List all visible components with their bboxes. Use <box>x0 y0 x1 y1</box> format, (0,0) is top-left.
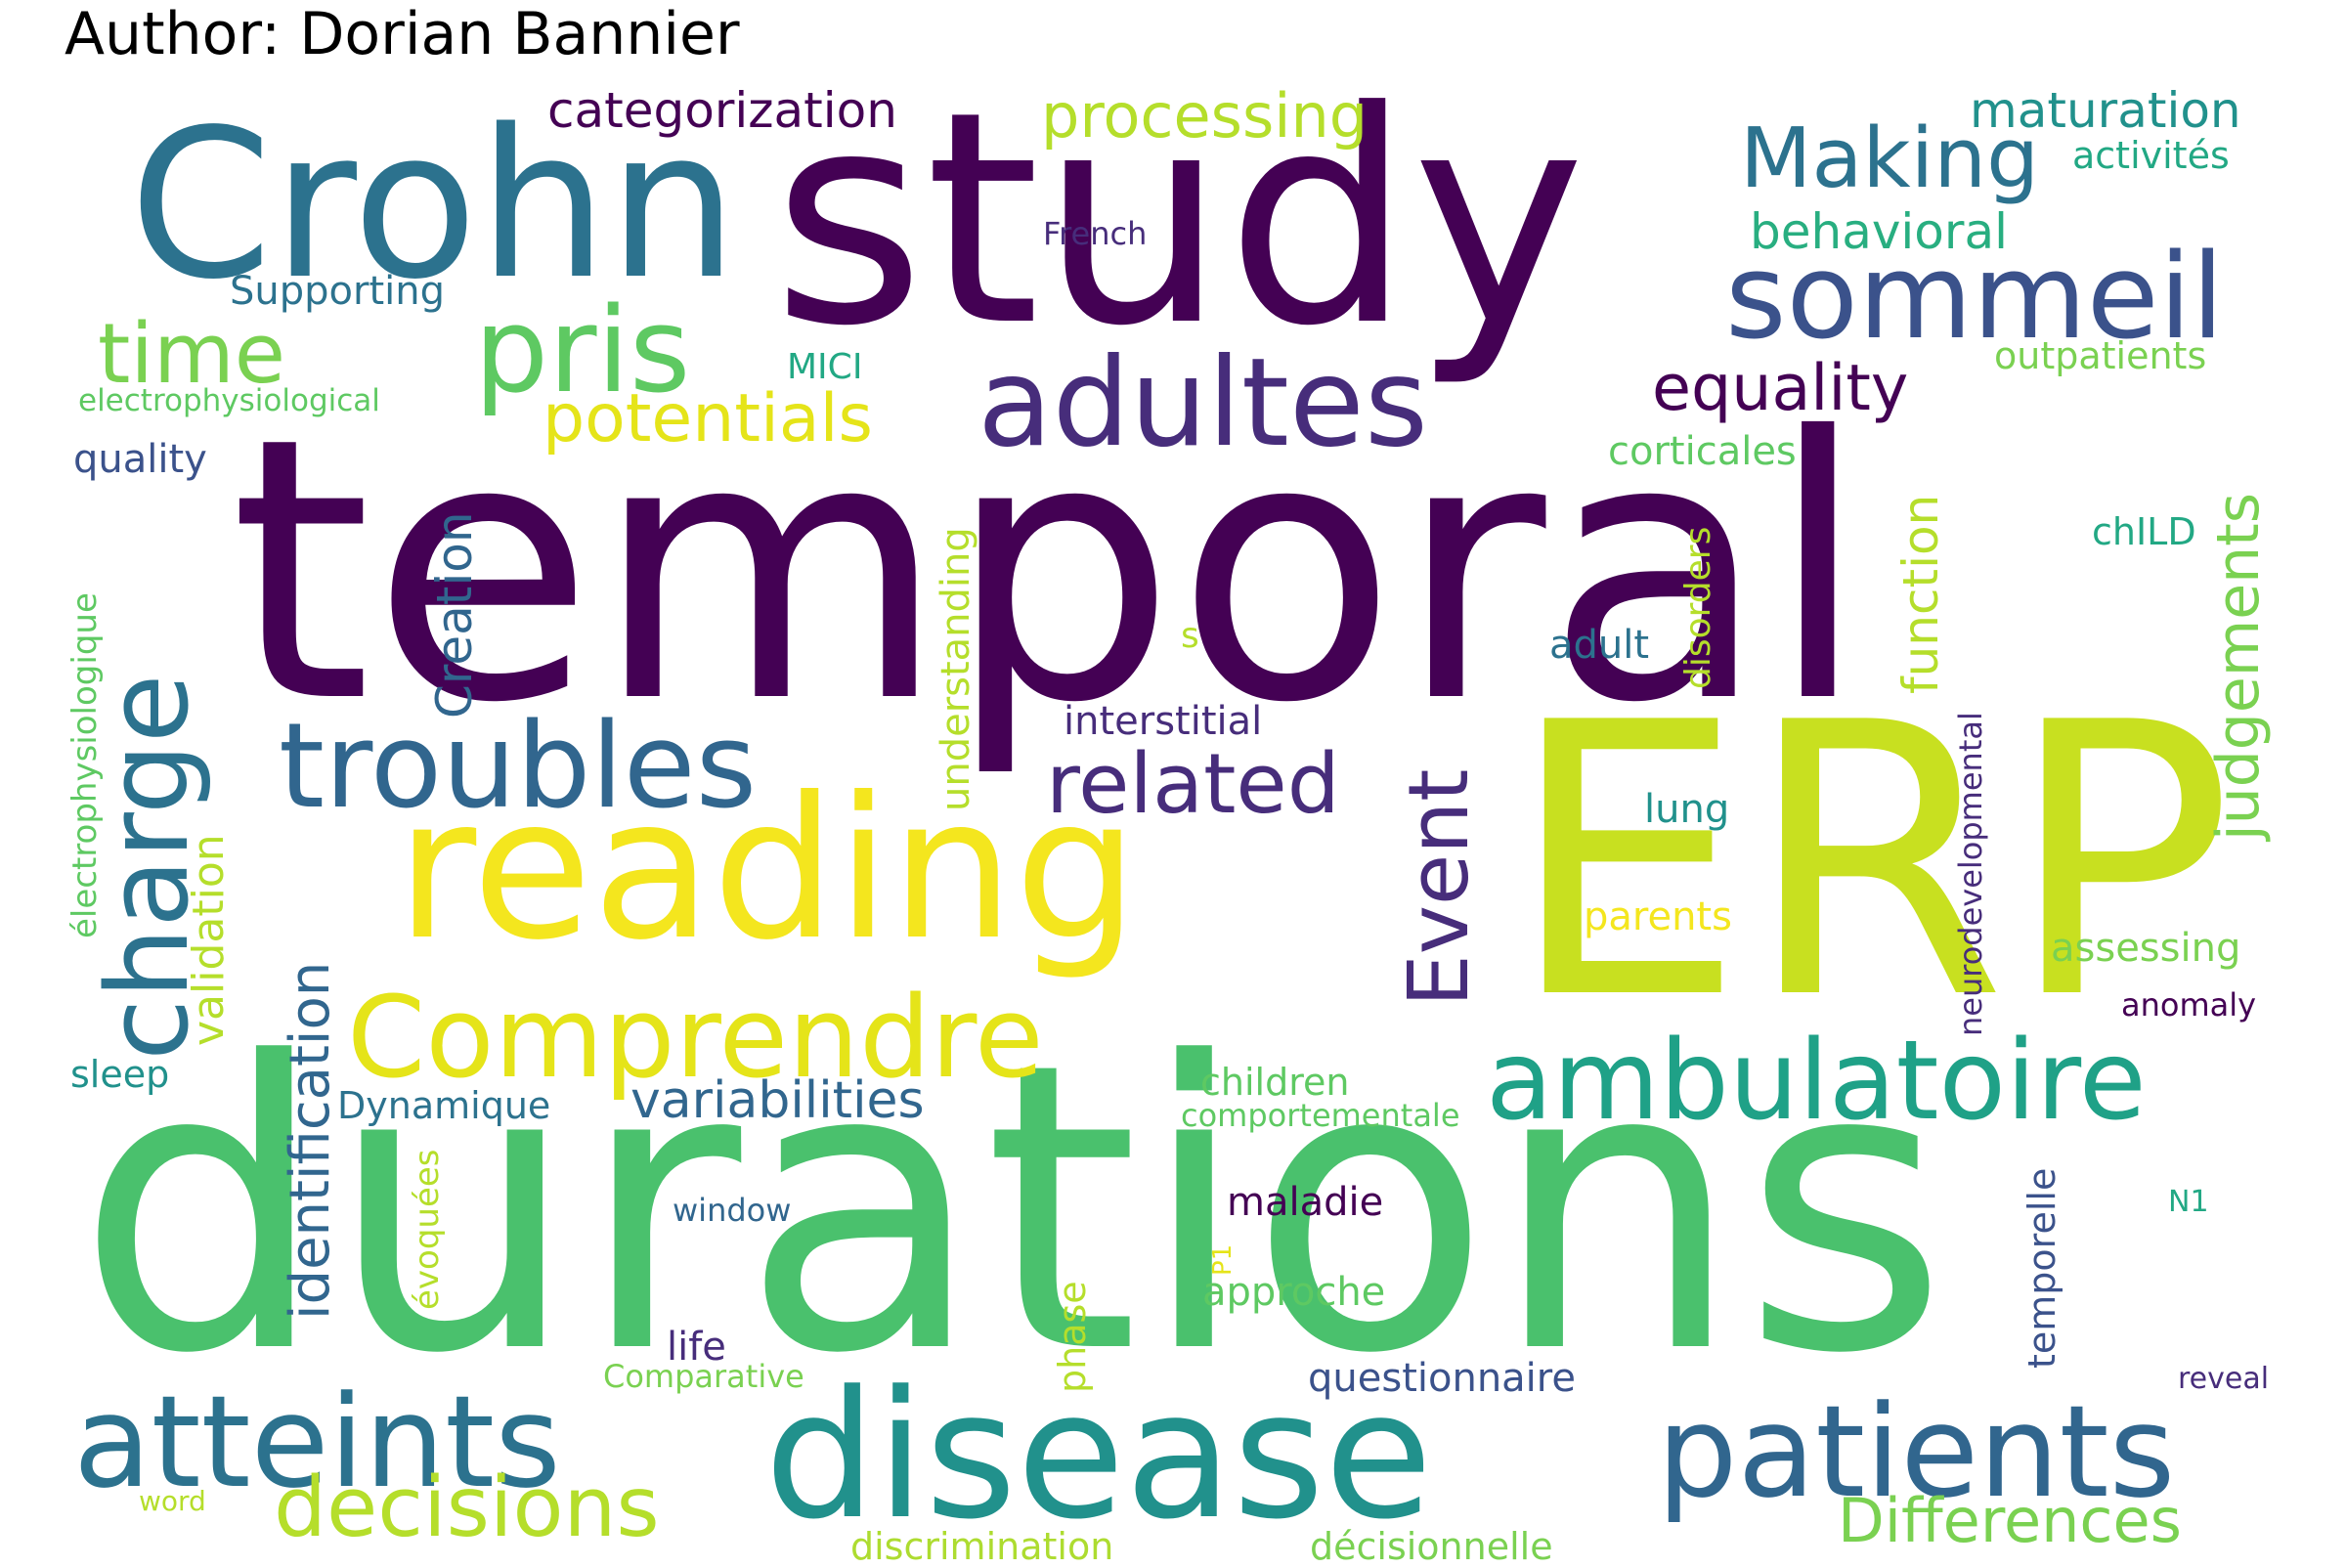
word-categorization: categorization <box>547 82 897 139</box>
word-comportementale: comportementale <box>1181 1097 1460 1134</box>
word-equality: equality <box>1652 352 1909 425</box>
word-n1: N1 <box>2168 1185 2209 1219</box>
word-children: children <box>1200 1061 1350 1104</box>
word-decisions: decisions <box>274 1459 660 1556</box>
word-phase: phase <box>1051 1281 1094 1393</box>
word-neurodevelopmental: neurodevelopmental <box>1952 712 1989 1036</box>
word-creation: Creation <box>426 511 483 719</box>
word-discrimination: discrimination <box>850 1525 1114 1568</box>
word-atteints: atteints <box>73 1368 561 1516</box>
word-pris: pris <box>474 283 691 419</box>
word-crohn: Crohn <box>129 85 739 325</box>
word-dynamique: Dynamique <box>337 1084 551 1127</box>
word-electrophysiologique: électrophysiologique <box>65 592 105 938</box>
word-judgements: judgements <box>2204 493 2273 841</box>
word-corticales: corticales <box>1608 429 1797 474</box>
word-maturation: maturation <box>1970 82 2241 139</box>
word-ambulatoire: ambulatoire <box>1486 1018 2147 1145</box>
word-making: Making <box>1740 110 2040 207</box>
word-sleep: sleep <box>70 1053 170 1096</box>
word-potentials: potentials <box>543 380 873 457</box>
word-quality: quality <box>73 437 207 482</box>
word-differences: Differences <box>1838 1485 2182 1556</box>
word-maladie: maladie <box>1227 1180 1384 1225</box>
word-troubles: troubles <box>279 699 758 835</box>
word-identification: identification <box>279 961 342 1320</box>
word-interstitial: interstitial <box>1064 699 1263 744</box>
word-s: s <box>1181 616 1199 656</box>
word-adultes: adultes <box>978 332 1428 474</box>
word-durations: durations <box>76 979 1949 1440</box>
word-disease: disease <box>764 1354 1433 1558</box>
word-lung: lung <box>1644 787 1730 832</box>
word-life: life <box>667 1325 726 1370</box>
word-processing: processing <box>1041 80 1368 152</box>
word-understanding: understanding <box>934 527 978 811</box>
word-disorders: disorders <box>1678 526 1718 689</box>
word-word: word <box>139 1485 206 1517</box>
word-french: French <box>1043 215 1148 252</box>
author-label: Author: Dorian Bannier <box>65 0 740 68</box>
word-reading: reading <box>396 756 1139 983</box>
word-mici: MICI <box>787 347 863 387</box>
word-erp: ERP <box>1507 643 2234 1081</box>
word-questionnaire: questionnaire <box>1308 1356 1576 1401</box>
word-temporal: temporal <box>230 362 1869 782</box>
word-supporting: Supporting <box>230 269 445 314</box>
word-outpatients: outpatients <box>1994 334 2207 377</box>
word-related: related <box>1046 736 1340 833</box>
word-validation: validation <box>184 834 234 1046</box>
word-electrophysiological: electrophysiological <box>78 383 380 418</box>
word-behavioral: behavioral <box>1750 203 2008 260</box>
word-patients: patients <box>1657 1377 2176 1526</box>
word-function: function <box>1892 494 1949 694</box>
word-study: study <box>772 49 1586 390</box>
word-variabilities: variabilities <box>630 1071 925 1130</box>
word-temporelle: temporelle <box>2020 1167 2064 1369</box>
word-event: Event <box>1391 768 1488 1007</box>
word-reveal: reveal <box>2178 1362 2270 1396</box>
word-decisionnelle: décisionnelle <box>1310 1525 1553 1568</box>
word-window: window <box>673 1192 792 1229</box>
word-activites: activités <box>2072 134 2230 177</box>
word-comparative: Comparative <box>603 1358 804 1395</box>
word-time: time <box>98 306 286 403</box>
word-approche: approche <box>1202 1270 1386 1315</box>
word-evoquees: évoquées <box>408 1149 447 1310</box>
word-adult: adult <box>1549 623 1650 668</box>
word-child: chILD <box>2092 510 2196 553</box>
word-assessing: assessing <box>2051 926 2241 971</box>
word-parents: parents <box>1584 894 1732 939</box>
word-anomaly: anomaly <box>2121 986 2257 1024</box>
word-comprendre: Comprendre <box>347 973 1044 1104</box>
word-sommeil: sommeil <box>1725 230 2225 366</box>
